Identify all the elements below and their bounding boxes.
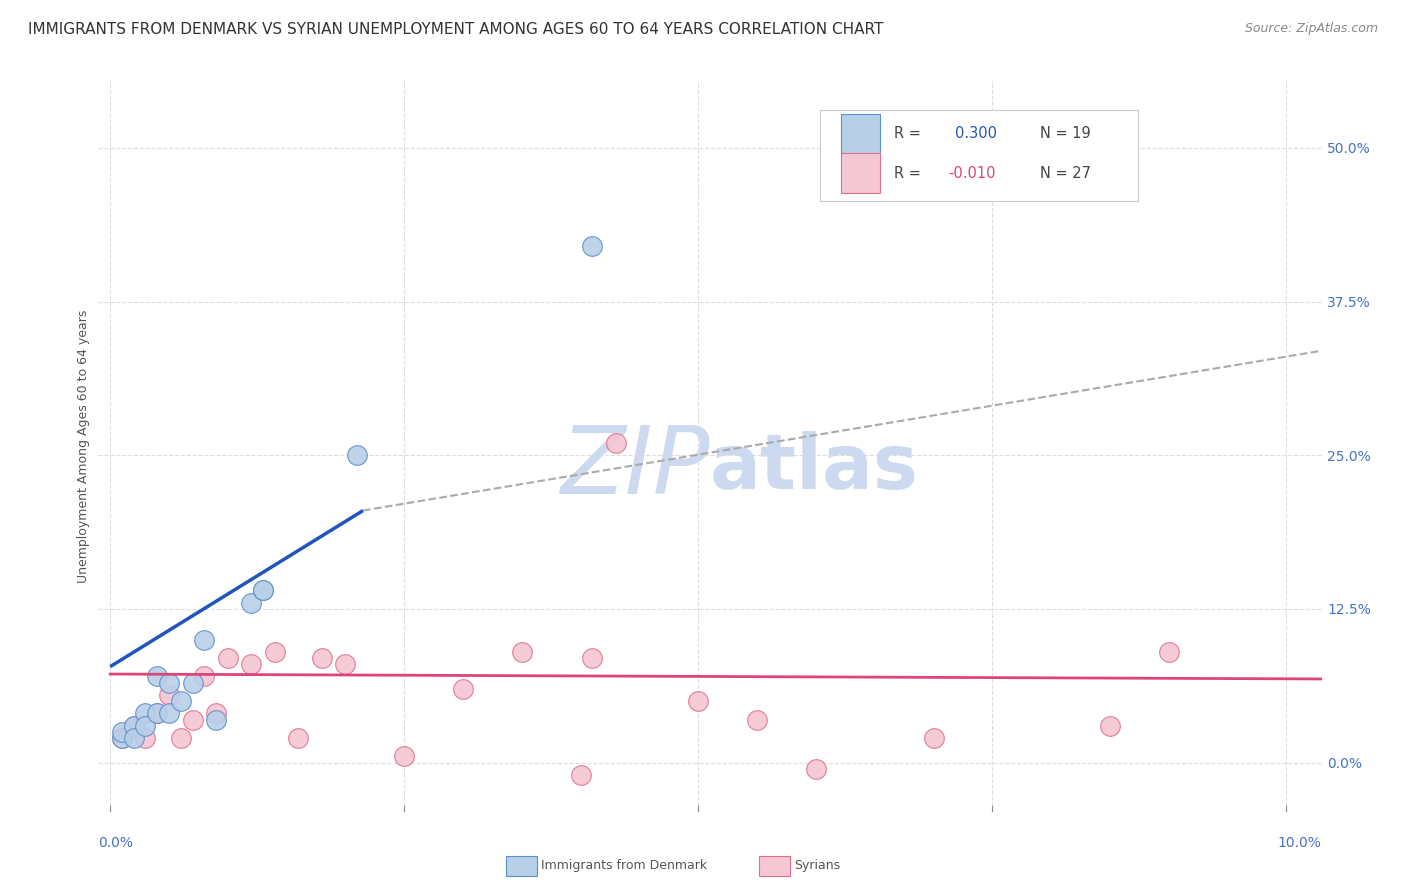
- Point: [217, 651, 239, 665]
- Point: [569, 768, 592, 782]
- Point: [134, 706, 156, 721]
- Point: [205, 713, 228, 727]
- Point: [581, 651, 603, 665]
- Point: [146, 706, 169, 721]
- Text: N = 27: N = 27: [1040, 166, 1091, 181]
- Point: [335, 657, 357, 672]
- Point: [111, 731, 134, 745]
- Text: ZIP: ZIP: [561, 423, 710, 514]
- Point: [170, 694, 193, 708]
- Point: [146, 669, 169, 683]
- Point: [240, 657, 263, 672]
- Point: [111, 731, 134, 745]
- Text: Syrians: Syrians: [794, 859, 841, 871]
- Point: [111, 724, 134, 739]
- Text: Immigrants from Denmark: Immigrants from Denmark: [541, 859, 707, 871]
- Point: [134, 731, 156, 745]
- Point: [122, 731, 145, 745]
- Point: [157, 688, 180, 702]
- Point: [451, 681, 474, 696]
- Point: [581, 239, 603, 253]
- Point: [205, 706, 228, 721]
- Point: [157, 675, 180, 690]
- Point: [252, 583, 274, 598]
- Point: [263, 645, 285, 659]
- Text: 0.0%: 0.0%: [98, 836, 134, 850]
- Point: [287, 731, 309, 745]
- Point: [804, 762, 827, 776]
- Point: [122, 719, 145, 733]
- Point: [170, 731, 193, 745]
- Text: -0.010: -0.010: [949, 166, 995, 181]
- Point: [1098, 719, 1121, 733]
- Y-axis label: Unemployment Among Ages 60 to 64 years: Unemployment Among Ages 60 to 64 years: [77, 310, 90, 582]
- Point: [346, 448, 368, 462]
- Point: [193, 669, 215, 683]
- Text: Source: ZipAtlas.com: Source: ZipAtlas.com: [1244, 22, 1378, 36]
- Point: [510, 645, 533, 659]
- Point: [1157, 645, 1180, 659]
- Point: [252, 583, 274, 598]
- Point: [688, 694, 710, 708]
- Text: 0.300: 0.300: [955, 126, 997, 141]
- Point: [122, 719, 145, 733]
- Point: [605, 436, 627, 450]
- Point: [146, 706, 169, 721]
- Text: 10.0%: 10.0%: [1278, 836, 1322, 850]
- FancyBboxPatch shape: [820, 110, 1139, 201]
- Text: R =: R =: [894, 166, 925, 181]
- FancyBboxPatch shape: [841, 153, 880, 194]
- Text: atlas: atlas: [710, 431, 920, 505]
- Point: [311, 651, 333, 665]
- Point: [157, 706, 180, 721]
- Text: IMMIGRANTS FROM DENMARK VS SYRIAN UNEMPLOYMENT AMONG AGES 60 TO 64 YEARS CORRELA: IMMIGRANTS FROM DENMARK VS SYRIAN UNEMPL…: [28, 22, 883, 37]
- Point: [181, 675, 204, 690]
- Point: [193, 632, 215, 647]
- Point: [181, 713, 204, 727]
- Point: [394, 749, 416, 764]
- Point: [134, 719, 156, 733]
- Text: N = 19: N = 19: [1040, 126, 1091, 141]
- Point: [240, 596, 263, 610]
- Point: [922, 731, 945, 745]
- Text: R =: R =: [894, 126, 925, 141]
- Point: [745, 713, 768, 727]
- FancyBboxPatch shape: [841, 113, 880, 153]
